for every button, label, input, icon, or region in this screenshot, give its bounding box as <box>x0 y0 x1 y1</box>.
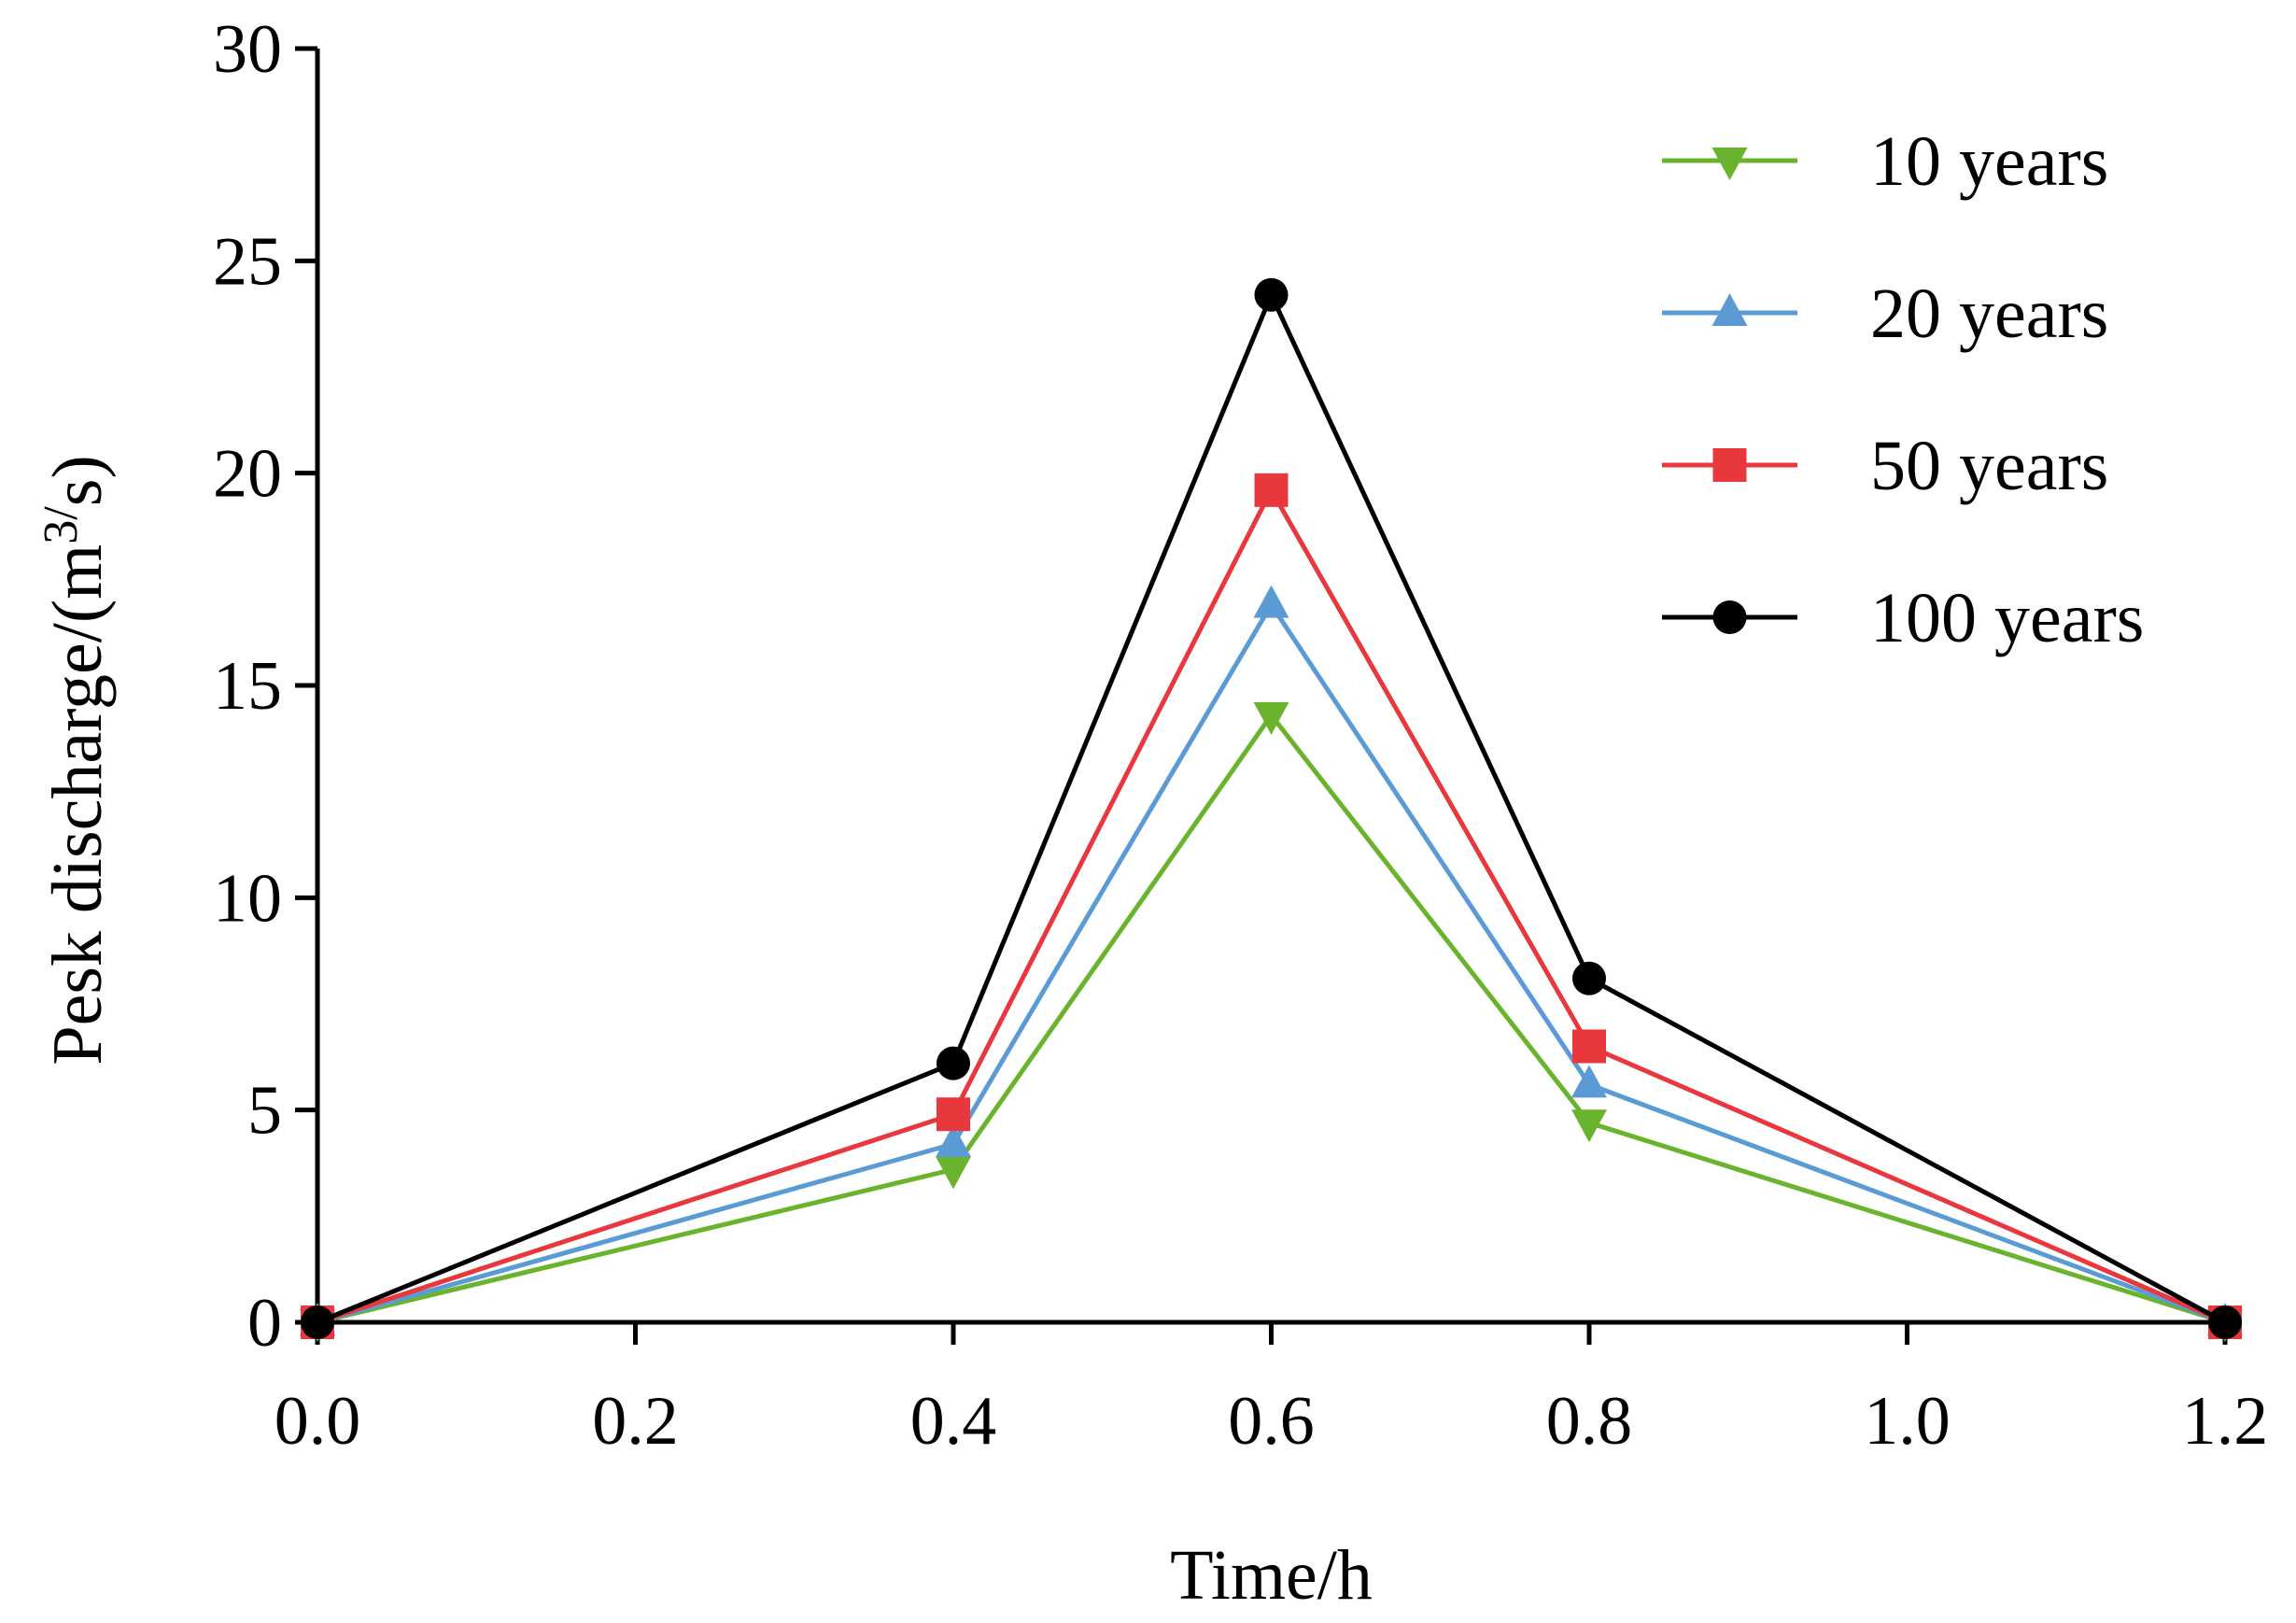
data-point-10-years <box>1571 1109 1607 1143</box>
axes: 0 5 10 15 20 25 30 0.0 0.2 0.4 0.6 0.8 1.0 1.2 <box>213 11 2268 1460</box>
data-point-100-years <box>937 1046 970 1080</box>
data-point-50-years <box>1254 473 1289 507</box>
y-ticks: 0 5 10 15 20 25 30 <box>213 11 317 1362</box>
legend-item-20-years: 20 years <box>1662 275 2108 353</box>
legend-marker <box>1711 293 1748 326</box>
x-axis-title: Time/h <box>1170 1536 1373 1615</box>
series-line-10-years <box>317 711 2226 1325</box>
x-tick-label: 0.4 <box>910 1383 997 1460</box>
y-tick-label: 20 <box>213 436 282 513</box>
data-point-50-years <box>1572 1029 1606 1064</box>
y-tick-label: 10 <box>213 860 282 937</box>
x-tick-label: 0.8 <box>1546 1383 1633 1460</box>
legend-label: 20 years <box>1870 275 2108 353</box>
legend-item-10-years: 10 years <box>1662 122 2108 201</box>
y-tick-label: 5 <box>247 1073 282 1150</box>
data-point-100-years <box>301 1305 334 1339</box>
y-axis-title-tail: s) <box>38 455 117 506</box>
data-point-100-years <box>2208 1305 2242 1339</box>
legend-label: 100 years <box>1870 579 2144 657</box>
data-point-100-years <box>1572 961 1606 995</box>
y-axis-title: Pesk discharge/(m3/s) <box>35 455 117 1065</box>
legend-label: 10 years <box>1870 122 2108 201</box>
legend: 10 years 20 years 50 years 100 years <box>1662 122 2144 657</box>
series-20-years <box>300 585 2243 1335</box>
data-point-10-years <box>936 1156 971 1190</box>
series-100-years <box>301 277 2242 1339</box>
legend-item-100-years: 100 years <box>1662 579 2144 657</box>
y-axis-title-superscript: 3/ <box>35 506 88 544</box>
data-point-50-years <box>937 1097 970 1132</box>
data-point-20-years <box>1571 1065 1607 1098</box>
x-tick-label: 1.0 <box>1864 1383 1951 1460</box>
legend-item-50-years: 50 years <box>1662 427 2108 505</box>
legend-label: 50 years <box>1870 427 2108 505</box>
y-tick-label: 15 <box>213 648 282 725</box>
plot-area <box>300 277 2243 1342</box>
legend-marker <box>1712 600 1747 634</box>
x-tick-label: 1.2 <box>2182 1383 2269 1460</box>
data-point-20-years <box>936 1124 971 1158</box>
x-ticks: 0.0 0.2 0.4 0.6 0.8 1.0 1.2 <box>275 1322 2269 1460</box>
data-point-10-years <box>1253 701 1289 735</box>
data-point-100-years <box>1254 277 1289 312</box>
legend-marker <box>1712 448 1747 482</box>
x-tick-label: 0.6 <box>1228 1383 1315 1460</box>
y-tick-label: 30 <box>213 11 282 88</box>
x-tick-label: 0.2 <box>592 1383 679 1460</box>
x-tick-label: 0.0 <box>275 1383 361 1460</box>
data-point-20-years <box>1253 585 1289 618</box>
y-tick-label: 0 <box>247 1285 282 1362</box>
y-axis-title-main: Pesk discharge/(m <box>38 544 117 1066</box>
legend-marker <box>1711 148 1748 180</box>
y-tick-label: 25 <box>213 223 282 300</box>
